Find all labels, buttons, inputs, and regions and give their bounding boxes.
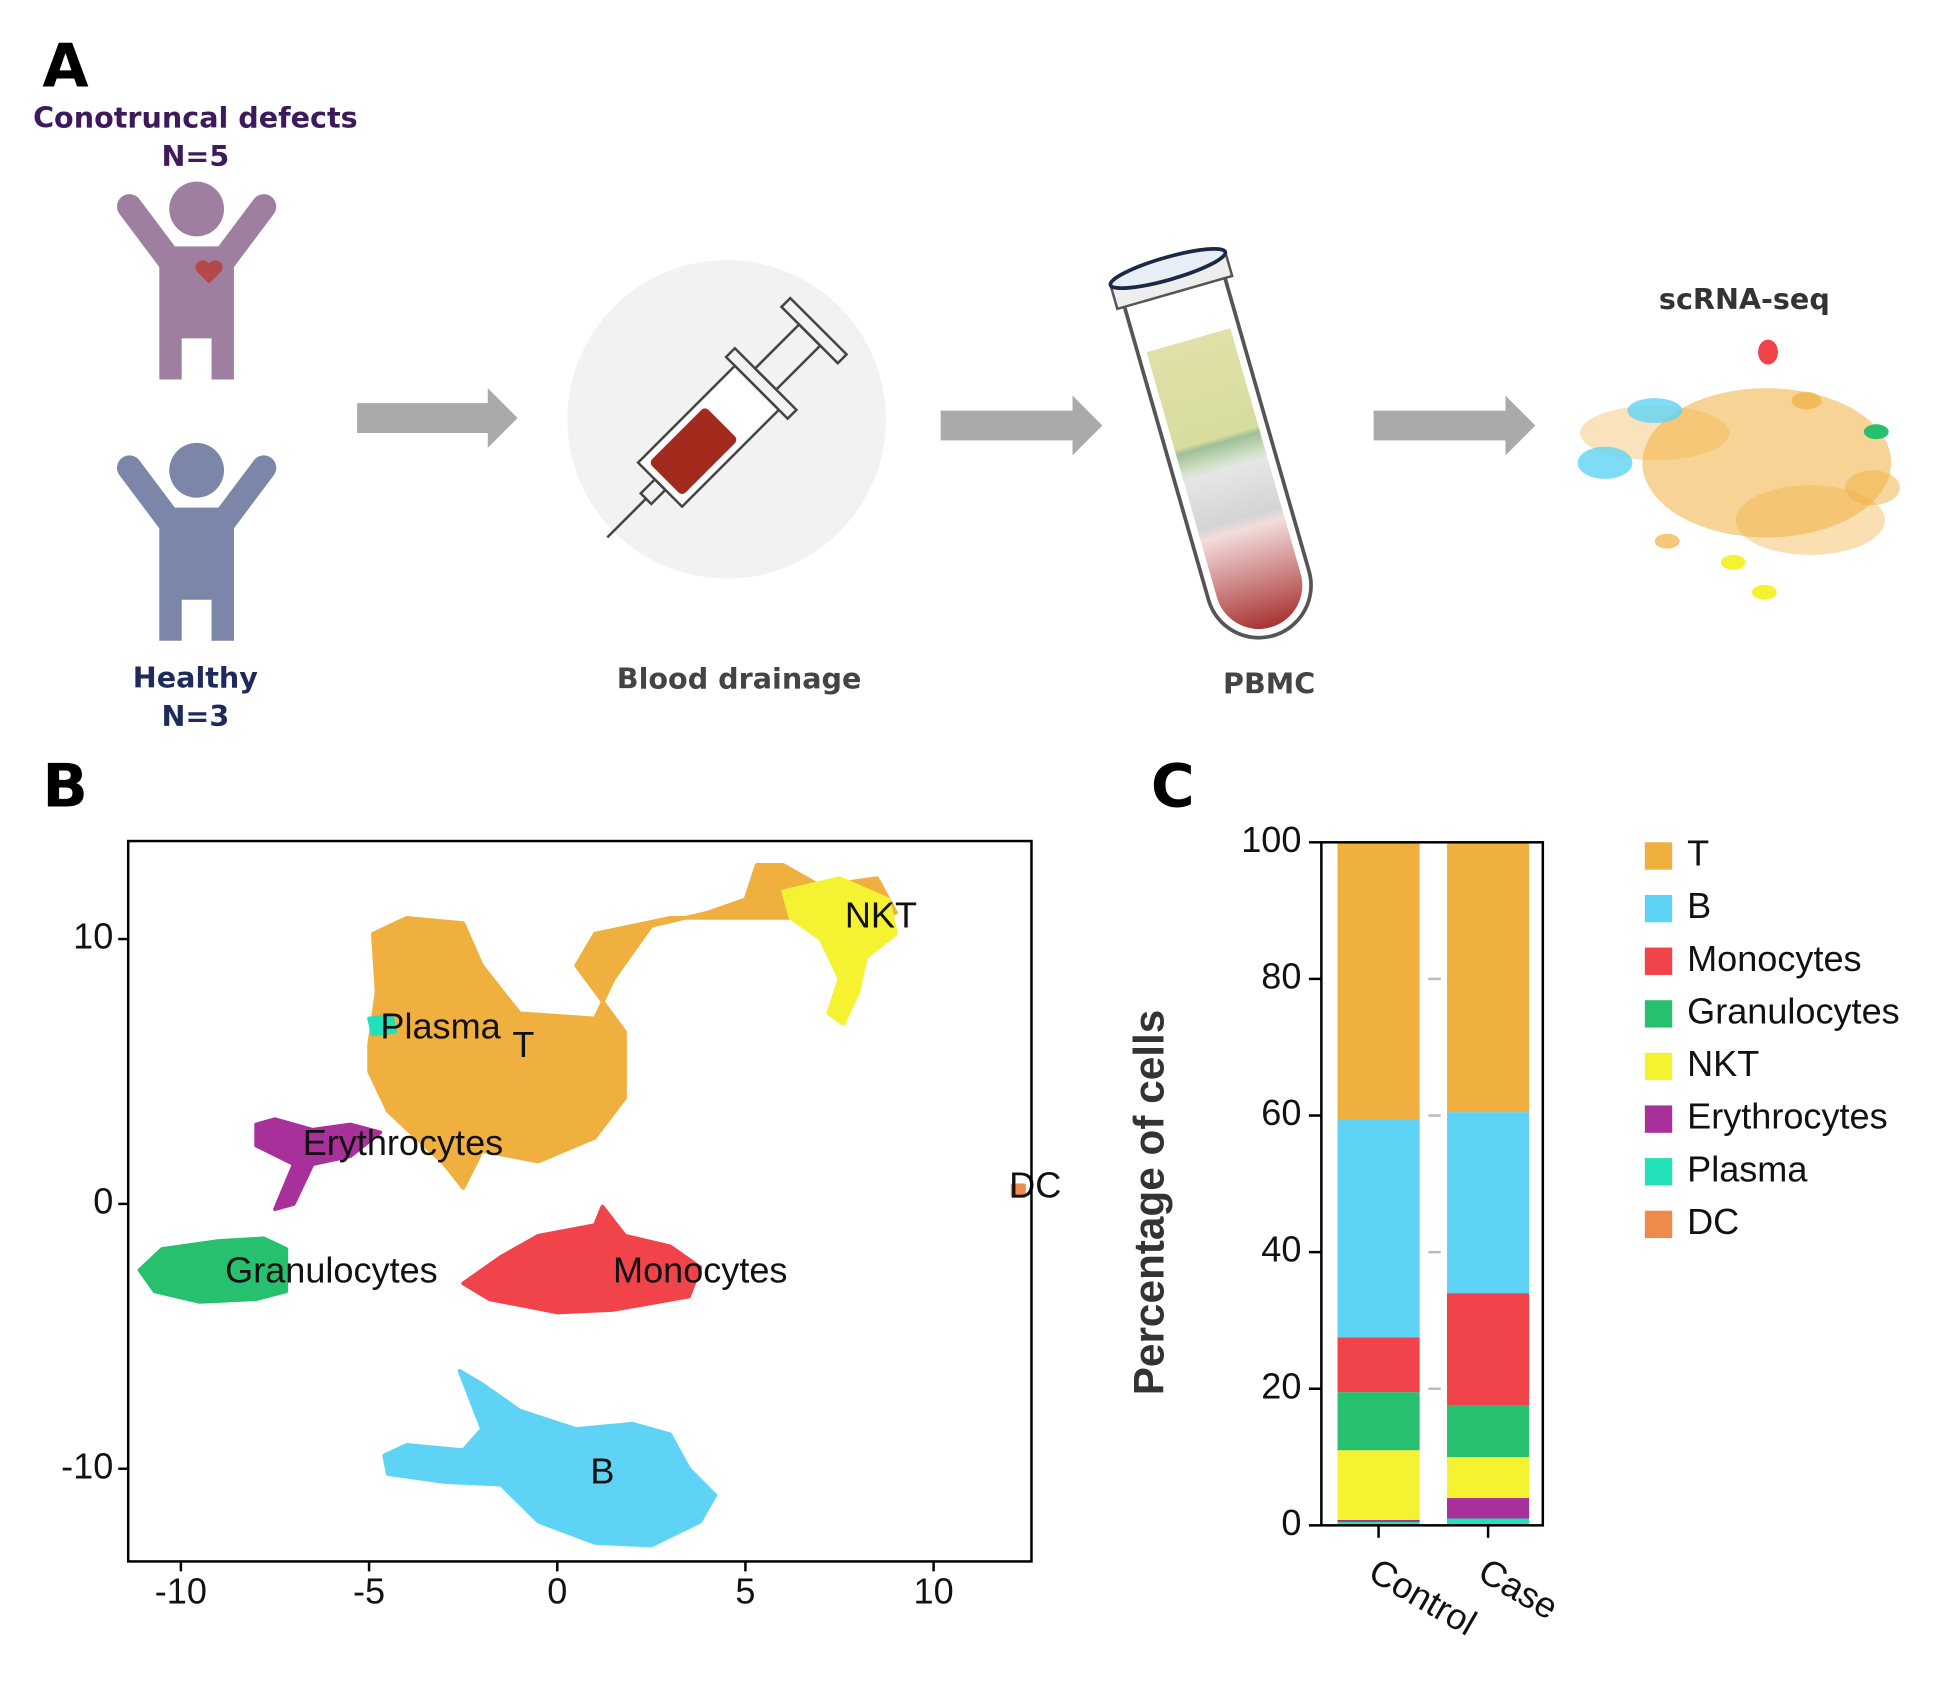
cluster-label: T	[512, 1024, 534, 1065]
panel-label: B	[42, 753, 88, 822]
y-tick-label: 40	[1261, 1229, 1301, 1270]
x-tick-label: 0	[547, 1570, 567, 1611]
y-axis-title: Percentage of cells	[1125, 1010, 1172, 1396]
y-tick-label: 80	[1261, 955, 1301, 996]
y-tick-label: 60	[1261, 1092, 1301, 1133]
panel-label: A	[42, 32, 88, 101]
y-tick-label: 10	[73, 916, 113, 957]
step-label: scRNA-seq	[1659, 282, 1830, 316]
cluster-label: Erythrocytes	[303, 1122, 504, 1163]
legend-label: NKT	[1687, 1043, 1759, 1084]
cluster-label: B	[590, 1451, 614, 1492]
cluster-label: Plasma	[380, 1006, 501, 1047]
bar-segment	[1447, 1405, 1530, 1458]
step-label: PBMC	[1223, 667, 1315, 701]
legend-label: B	[1687, 885, 1711, 926]
bar-segment	[1447, 1518, 1530, 1524]
y-tick-label: 100	[1241, 819, 1301, 860]
legend-swatch	[1644, 1052, 1673, 1081]
cluster-region	[1010, 1183, 1026, 1198]
y-tick-label: 0	[93, 1180, 113, 1221]
legend-label: Monocytes	[1687, 938, 1861, 979]
bar-segment	[1447, 1498, 1530, 1519]
bar-segment	[1337, 1521, 1420, 1524]
bar-segment	[1337, 842, 1420, 1119]
step-label: Blood drainage	[617, 662, 862, 696]
legend-label: Granulocytes	[1687, 990, 1900, 1031]
bar-segment	[1447, 1293, 1530, 1406]
cluster-label: Granulocytes	[225, 1249, 438, 1290]
syringe-icon	[606, 296, 849, 539]
plot-frame	[1320, 841, 1545, 1527]
legend-swatch	[1644, 1105, 1673, 1133]
group-label: Conotruncal defects	[33, 100, 358, 134]
group-label: Healthy	[133, 660, 259, 694]
legend-label: T	[1687, 833, 1709, 874]
legend-swatch	[1644, 842, 1673, 870]
cluster-region	[137, 1236, 289, 1304]
panel-label: C	[1151, 753, 1195, 822]
y-tick-label: -10	[61, 1445, 113, 1486]
legend-swatch	[1644, 947, 1673, 975]
x-tick-label: 5	[735, 1570, 755, 1611]
y-tick-label: 0	[1281, 1502, 1301, 1543]
x-tick-label: Case	[1472, 1550, 1565, 1628]
umap-plot: T NKT Erythrocytes Plasma Granulocytes Monocy…	[61, 839, 1061, 1611]
bar-segment	[1447, 842, 1530, 1113]
y-tick-label: 20	[1261, 1365, 1301, 1406]
plot-frame	[126, 839, 1033, 1563]
bar-segment	[1337, 1337, 1420, 1393]
legend-label: DC	[1687, 1201, 1739, 1242]
legend-swatch	[1644, 1158, 1673, 1186]
x-tick-label: -10	[155, 1570, 207, 1611]
bar-segment	[1447, 1457, 1530, 1499]
group-count: N=3	[161, 699, 229, 733]
tube-icon	[1108, 246, 1313, 640]
group-count: N=5	[161, 139, 229, 173]
bar-segment	[1337, 1519, 1420, 1522]
cluster-region	[367, 863, 898, 1190]
legend-label: Plasma	[1687, 1148, 1808, 1189]
x-tick-label: -5	[353, 1570, 385, 1611]
legend-label: Erythrocytes	[1687, 1096, 1888, 1137]
cluster-label: DC	[1009, 1165, 1061, 1206]
x-tick-label: Control	[1362, 1550, 1483, 1644]
legend-swatch	[1644, 894, 1673, 923]
cluster-region	[461, 1204, 703, 1315]
cluster-region	[367, 1013, 398, 1037]
bar-segment	[1337, 1450, 1420, 1520]
cluster-label: NKT	[845, 894, 917, 935]
patient-icon	[116, 181, 277, 380]
bar-segment	[1447, 1112, 1530, 1294]
cluster-region	[254, 1117, 383, 1212]
cluster-label: Monocytes	[613, 1249, 787, 1290]
cluster-region	[382, 1368, 718, 1548]
tsne-thumbnail	[1577, 339, 1900, 600]
legend-swatch	[1644, 1000, 1673, 1028]
bar-segment	[1337, 1392, 1420, 1451]
healthy-icon	[116, 442, 277, 641]
legend-swatch	[1644, 1210, 1673, 1239]
bar-segment	[1337, 1118, 1420, 1338]
arrow	[357, 388, 1536, 456]
cluster-region	[781, 876, 898, 1026]
x-tick-label: 10	[914, 1570, 954, 1611]
